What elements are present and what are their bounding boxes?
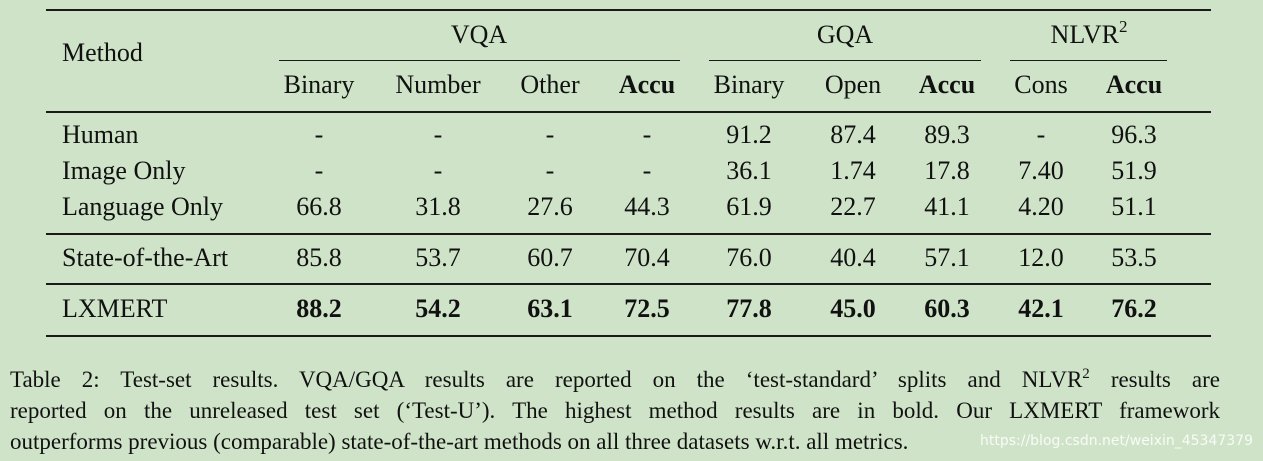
value-cell: 85.8 xyxy=(296,243,342,272)
group-header-nlvr: NLVR2 xyxy=(1050,17,1128,49)
table-bottom-rule xyxy=(46,335,1211,337)
method-cell: Image Only xyxy=(62,156,186,185)
value-cell: 87.4 xyxy=(830,120,876,149)
value-cell: - xyxy=(1036,120,1046,149)
lxmert-separator-rule xyxy=(46,283,1211,285)
value-cell: 60.7 xyxy=(527,243,573,272)
method-header: Method xyxy=(62,38,143,67)
value-cell: 77.8 xyxy=(726,294,772,323)
column-header: Accu xyxy=(918,70,976,99)
column-header: Cons xyxy=(1014,70,1068,99)
value-cell: 51.1 xyxy=(1111,192,1157,221)
group-rule-nlvr xyxy=(1010,60,1167,61)
value-cell: 31.8 xyxy=(415,192,461,221)
value-cell: 4.20 xyxy=(1018,192,1064,221)
value-cell: - xyxy=(433,120,443,149)
value-cell: 89.3 xyxy=(924,120,970,149)
value-cell: 51.9 xyxy=(1111,156,1157,185)
method-cell: State-of-the-Art xyxy=(62,243,229,272)
value-cell: 96.3 xyxy=(1111,120,1157,149)
column-header: Accu xyxy=(618,70,676,99)
table-caption: Table 2: Test-set results. VQA/GQA resul… xyxy=(10,364,1220,457)
value-cell: - xyxy=(314,156,324,185)
value-cell: - xyxy=(545,156,555,185)
group-rule-vqa xyxy=(279,60,680,61)
value-cell: 53.5 xyxy=(1111,243,1157,272)
source-watermark: https://blog.csdn.net/weixin_45347379 xyxy=(979,433,1253,449)
header-bottom-rule xyxy=(46,111,1211,113)
value-cell: 66.8 xyxy=(296,192,342,221)
value-cell: 41.1 xyxy=(924,192,970,221)
column-header: Other xyxy=(520,70,580,99)
value-cell: 42.1 xyxy=(1018,294,1064,323)
value-cell: 17.8 xyxy=(924,156,970,185)
value-cell: 7.40 xyxy=(1018,156,1064,185)
column-header: Accu xyxy=(1105,70,1163,99)
value-cell: 36.1 xyxy=(726,156,772,185)
value-cell: 22.7 xyxy=(830,192,876,221)
value-cell: 54.2 xyxy=(415,294,461,323)
value-cell: 76.2 xyxy=(1111,294,1157,323)
caption-line-3: outperforms previous (comparable) state-… xyxy=(10,429,909,454)
value-cell: 76.0 xyxy=(726,243,772,272)
column-header: Open xyxy=(824,70,882,99)
value-cell: 70.4 xyxy=(624,243,670,272)
method-cell: LXMERT xyxy=(62,294,168,323)
caption-line-1: Table 2: Test-set results. VQA/GQA resul… xyxy=(10,366,1220,393)
value-cell: 57.1 xyxy=(924,243,970,272)
value-cell: 72.5 xyxy=(624,294,670,323)
value-cell: 1.74 xyxy=(830,156,876,185)
value-cell: 40.4 xyxy=(830,243,876,272)
value-cell: 60.3 xyxy=(924,294,970,323)
baseline-separator-rule xyxy=(46,233,1211,235)
group-header-gqa: GQA xyxy=(816,20,874,49)
table-top-rule xyxy=(46,9,1211,11)
column-header: Number xyxy=(395,70,481,99)
value-cell: 61.9 xyxy=(726,192,772,221)
group-rule-gqa xyxy=(709,60,981,61)
value-cell: - xyxy=(433,156,443,185)
value-cell: - xyxy=(642,120,652,149)
value-cell: - xyxy=(545,120,555,149)
value-cell: 12.0 xyxy=(1018,243,1064,272)
value-cell: - xyxy=(642,156,652,185)
value-cell: - xyxy=(314,120,324,149)
group-header-vqa: VQA xyxy=(450,20,508,49)
value-cell: 63.1 xyxy=(527,294,573,323)
value-cell: 44.3 xyxy=(624,192,670,221)
method-cell: Human xyxy=(62,120,139,149)
caption-line-2: reported on the unreleased test set (‘Te… xyxy=(10,398,1220,423)
value-cell: 53.7 xyxy=(415,243,461,272)
method-cell: Language Only xyxy=(62,192,224,221)
value-cell: 88.2 xyxy=(296,294,342,323)
value-cell: 27.6 xyxy=(527,192,573,221)
value-cell: 91.2 xyxy=(726,120,772,149)
column-header: Binary xyxy=(713,70,785,99)
value-cell: 45.0 xyxy=(830,294,876,323)
column-header: Binary xyxy=(283,70,355,99)
